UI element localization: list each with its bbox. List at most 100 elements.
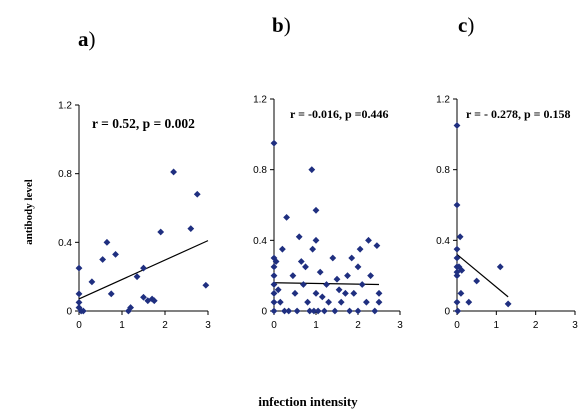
data-point xyxy=(354,307,362,315)
data-point xyxy=(297,258,305,265)
y-tick-label: 0.4 xyxy=(436,236,450,247)
y-tick-label: 1.2 xyxy=(436,95,450,106)
data-point xyxy=(453,122,461,129)
data-point xyxy=(302,263,309,271)
data-point xyxy=(148,295,156,303)
data-point xyxy=(170,168,177,176)
data-point xyxy=(316,268,324,276)
x-tick-label: 3 xyxy=(397,320,403,331)
stat-annotation: r = - 0.278, p = 0.158 xyxy=(466,107,570,121)
data-point xyxy=(375,289,383,297)
x-tick-label: 3 xyxy=(572,320,578,331)
data-point xyxy=(335,286,343,294)
y-tick-label: 1.2 xyxy=(58,101,72,112)
x-tick-label: 0 xyxy=(271,320,277,331)
data-point xyxy=(306,307,314,315)
data-point xyxy=(75,299,83,306)
data-point xyxy=(312,236,320,244)
y-tick-label: 0.8 xyxy=(58,169,72,180)
x-tick-label: 1 xyxy=(494,320,500,331)
data-point xyxy=(371,307,379,315)
data-point xyxy=(363,298,370,306)
data-point xyxy=(358,281,366,288)
panel-letter: b xyxy=(272,13,284,37)
data-point xyxy=(270,298,278,306)
data-point xyxy=(337,298,345,306)
y-tick-label: 0 xyxy=(261,307,267,318)
x-axis-label: infection intensity xyxy=(258,394,358,409)
x-tick-label: 2 xyxy=(162,320,168,331)
x-tick-label: 0 xyxy=(76,320,82,331)
data-point xyxy=(314,307,322,315)
stat-annotation: r = 0.52, p = 0.002 xyxy=(92,116,195,131)
data-point xyxy=(318,293,326,301)
data-point xyxy=(348,254,356,262)
x-tick-label: 1 xyxy=(313,320,319,331)
data-point xyxy=(133,273,141,281)
x-tick-label: 3 xyxy=(205,320,211,331)
data-point xyxy=(453,272,461,280)
data-point xyxy=(333,275,341,283)
panel-letter: a xyxy=(78,27,89,51)
x-tick-label: 2 xyxy=(533,320,539,331)
data-point xyxy=(283,213,290,221)
data-point xyxy=(309,245,317,253)
data-point xyxy=(107,290,115,298)
data-point xyxy=(346,307,353,315)
data-point xyxy=(300,281,307,288)
data-point xyxy=(281,307,288,315)
data-point xyxy=(270,272,278,280)
data-point xyxy=(504,300,512,308)
data-point xyxy=(193,190,201,198)
data-point xyxy=(354,263,362,271)
data-point xyxy=(453,245,461,253)
data-point xyxy=(454,307,462,315)
data-point xyxy=(293,307,301,315)
trendline xyxy=(456,254,509,298)
data-point xyxy=(150,297,158,305)
data-point xyxy=(373,242,381,250)
data-point xyxy=(274,286,282,294)
data-point xyxy=(329,254,337,262)
y-tick-label: 1.2 xyxy=(253,95,267,106)
data-point xyxy=(289,272,297,280)
data-point xyxy=(453,201,461,209)
data-point xyxy=(458,266,466,274)
data-point xyxy=(308,166,316,174)
data-point xyxy=(496,263,504,271)
data-point xyxy=(453,298,461,306)
data-point xyxy=(202,281,210,289)
panel-a: a) 0 0.4 0.8 1.2 0 1 2 3 r = 0.52, p = 0.002 xyxy=(58,27,211,331)
data-point xyxy=(312,289,320,297)
data-point xyxy=(140,264,147,272)
data-point xyxy=(270,263,278,271)
data-point xyxy=(473,277,481,285)
data-point xyxy=(75,264,83,272)
y-tick-label: 0.4 xyxy=(58,238,72,249)
y-tick-label: 0 xyxy=(444,307,450,318)
data-point xyxy=(304,298,311,306)
data-point xyxy=(140,293,147,301)
data-point xyxy=(457,289,465,297)
panel-b: b) 0 0.4 0.8 1.2 0 1 2 3 r = -0.016, p =0.446 xyxy=(253,13,403,331)
data-point xyxy=(344,272,351,280)
panel-title-c: c) xyxy=(458,13,474,37)
x-tick-label: 1 xyxy=(119,320,125,331)
data-point xyxy=(270,281,278,288)
data-point xyxy=(270,307,278,315)
data-point xyxy=(270,139,278,147)
panels: a) 0 0.4 0.8 1.2 0 1 2 3 r = 0.52, p = 0.002 b) 0 0.… xyxy=(58,13,578,331)
data-point xyxy=(279,245,286,253)
data-point xyxy=(312,206,320,214)
data-point xyxy=(88,278,96,286)
panel-paren: ) xyxy=(467,13,474,37)
data-point xyxy=(187,225,195,232)
y-axis-label: antibody level xyxy=(23,179,35,245)
data-point xyxy=(270,289,278,297)
data-point xyxy=(75,290,83,298)
data-point xyxy=(356,245,364,253)
data-point xyxy=(375,298,383,306)
panel-title-b: b) xyxy=(272,13,291,37)
data-point xyxy=(112,250,119,258)
